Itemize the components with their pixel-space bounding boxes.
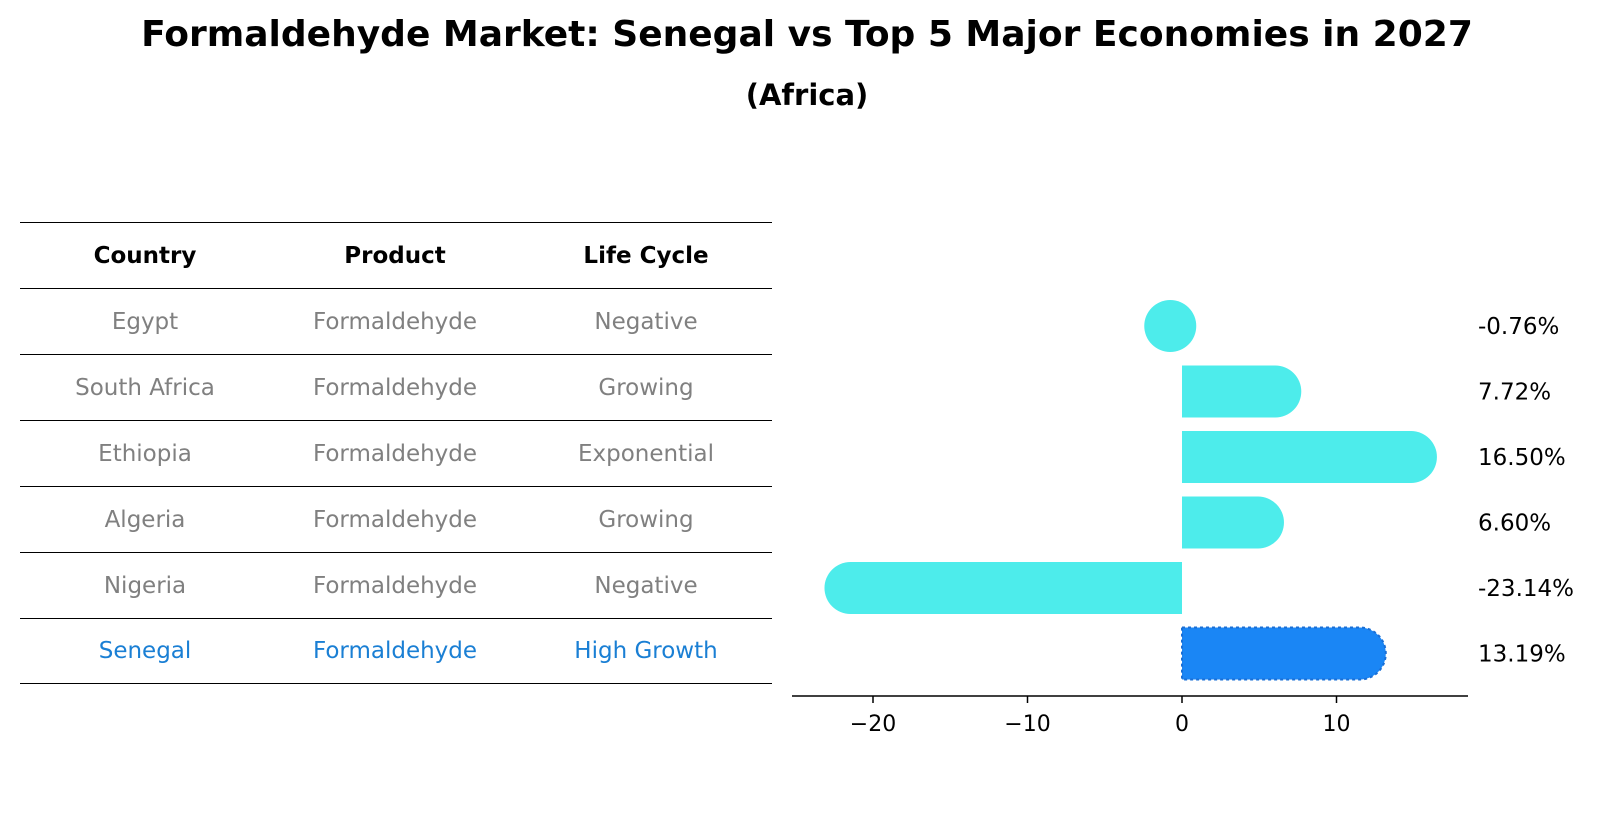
x-tick-label: 10 <box>1323 712 1351 737</box>
cell-life-cycle: Negative <box>594 572 698 599</box>
cell-product: Formaldehyde <box>312 308 478 335</box>
cell-country: South Africa <box>75 374 215 401</box>
table-row: Algeria Formaldehyde Growing <box>20 486 772 552</box>
chart-title: Formaldehyde Market: Senegal vs Top 5 Ma… <box>141 14 1473 55</box>
x-tick-label: −10 <box>1004 712 1050 737</box>
cell-life-cycle: High Growth <box>574 638 718 664</box>
chart-subtitle: (Africa) <box>745 78 869 112</box>
value-label: -0.76% <box>1478 314 1559 340</box>
cell-country: Egypt <box>111 308 179 335</box>
cell-product: Formaldehyde <box>312 440 478 467</box>
cell-product: Formaldehyde <box>312 572 478 599</box>
bar-ethiopia <box>1182 431 1437 483</box>
cell-country: Ethiopia <box>98 440 192 467</box>
table-row: South Africa Formaldehyde Growing <box>20 354 772 420</box>
value-label: 6.60% <box>1478 511 1551 537</box>
bar-senegal <box>1181 626 1387 681</box>
header-life-cycle: Life Cycle <box>583 242 709 269</box>
bar-south-africa <box>1182 365 1302 418</box>
cell-product: Formaldehyde <box>312 638 478 664</box>
x-tick-label: −20 <box>850 712 896 737</box>
cell-product: Formaldehyde <box>312 506 478 533</box>
cell-life-cycle: Negative <box>594 308 698 335</box>
table-header-row: Country Product Life Cycle <box>20 222 772 288</box>
value-label: 16.50% <box>1478 445 1566 471</box>
header-country: Country <box>93 242 197 269</box>
x-tick-label: 0 <box>1175 712 1189 737</box>
bar-egypt <box>1144 300 1197 352</box>
cell-country: Nigeria <box>103 572 187 599</box>
table-row: Egypt Formaldehyde Negative <box>20 288 772 354</box>
bar-nigeria <box>824 562 1182 614</box>
table-row: Nigeria Formaldehyde Negative <box>20 552 772 618</box>
value-label: 13.19% <box>1478 642 1566 668</box>
cell-life-cycle: Growing <box>598 374 694 401</box>
cell-country: Senegal <box>98 638 192 664</box>
bar-algeria <box>1182 496 1284 549</box>
table-row: Ethiopia Formaldehyde Exponential <box>20 420 772 486</box>
cell-product: Formaldehyde <box>312 374 478 401</box>
cell-life-cycle: Exponential <box>577 440 714 467</box>
data-table: Country Product Life Cycle Egypt Formald… <box>20 222 772 684</box>
value-label: 7.72% <box>1478 380 1551 406</box>
header-product: Product <box>344 242 446 269</box>
value-label: -23.14% <box>1478 576 1574 602</box>
table-row-highlight: Senegal Formaldehyde High Growth <box>20 618 772 684</box>
cell-life-cycle: Growing <box>598 506 694 533</box>
cell-country: Algeria <box>104 506 186 533</box>
